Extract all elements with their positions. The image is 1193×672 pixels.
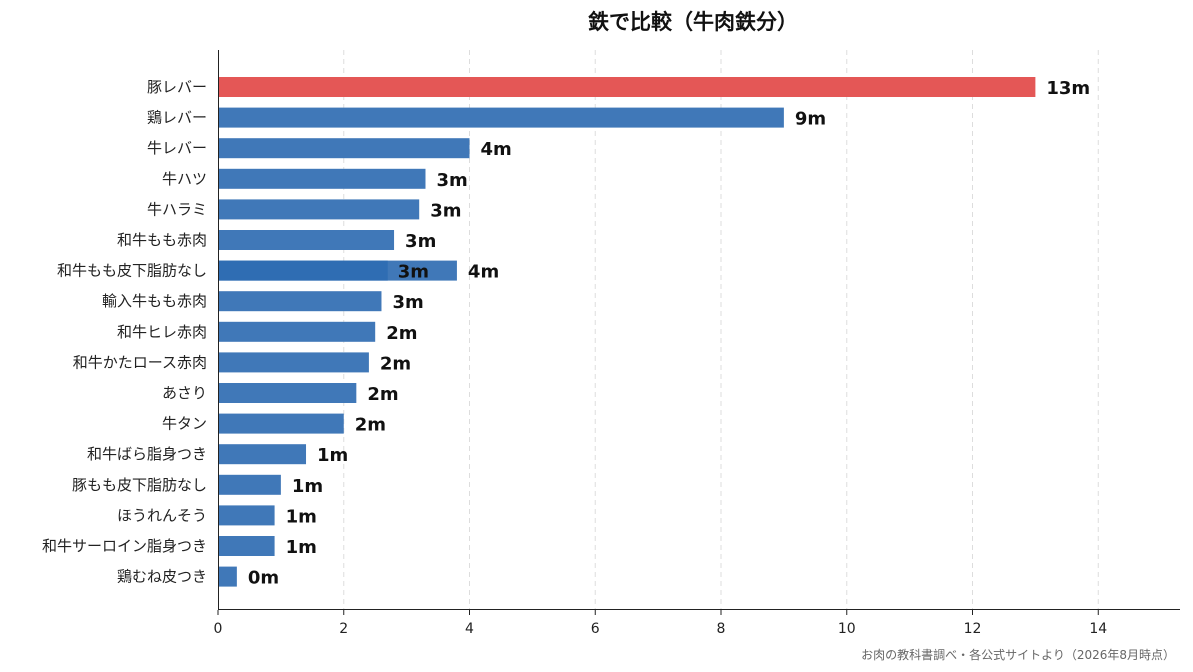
category-label: 和牛もも赤肉 xyxy=(117,231,207,249)
value-label: 4m xyxy=(468,262,499,283)
x-tick-label: 2 xyxy=(339,621,348,637)
category-label: 和牛ヒレ赤肉 xyxy=(117,323,207,341)
bar xyxy=(218,107,784,128)
value-label: 3m xyxy=(392,292,423,313)
value-label: 2m xyxy=(367,384,398,405)
category-label: 牛レバー xyxy=(147,139,207,157)
bar xyxy=(218,413,344,434)
x-tick-label: 0 xyxy=(214,621,223,637)
category-label: 鶏レバー xyxy=(147,109,207,127)
category-label: 豚レバー xyxy=(147,78,207,96)
value-label: 1m xyxy=(317,445,348,466)
value-label: 0m xyxy=(248,568,279,589)
bar xyxy=(218,566,237,587)
value-label: 2m xyxy=(355,415,386,436)
value-label: 13m xyxy=(1046,78,1090,99)
x-tick-label: 14 xyxy=(1089,621,1107,637)
x-tick-label: 10 xyxy=(838,621,856,637)
category-label: 和牛かたロース赤肉 xyxy=(73,353,207,371)
value-label: 9m xyxy=(795,109,826,130)
category-label: 和牛サーロイン脂身つき xyxy=(42,537,207,555)
x-axis-ticks: 0 2 4 6 8 10 12 14 xyxy=(214,610,1107,637)
category-label: ほうれんそう xyxy=(117,506,207,524)
bars xyxy=(218,77,1036,587)
bar xyxy=(218,230,395,250)
x-tick-label: 8 xyxy=(717,621,726,637)
category-label: 鶏むね皮つき xyxy=(117,568,207,586)
value-label: 2m xyxy=(386,323,417,344)
value-label: 1m xyxy=(292,476,323,497)
category-label: 豚もも皮下脂肪なし xyxy=(72,476,207,494)
inner-value-label: 3m xyxy=(398,262,429,283)
source-note: お肉の教科書調べ・各公式サイトより（2026年8月時点） xyxy=(861,647,1175,662)
bar xyxy=(218,199,420,220)
category-label: 牛タン xyxy=(162,415,207,433)
value-label: 3m xyxy=(430,200,461,221)
category-label: 牛ハツ xyxy=(162,170,207,188)
bar xyxy=(218,77,1036,97)
bar xyxy=(218,444,307,465)
value-label: 4m xyxy=(481,139,512,160)
bar xyxy=(218,168,426,189)
bar xyxy=(218,321,376,342)
category-label: 牛ハラミ xyxy=(147,200,207,218)
category-label: 和牛ばら脂身つき xyxy=(87,445,207,463)
category-label: 和牛もも皮下脂肪なし xyxy=(57,262,207,280)
category-label: あさり xyxy=(162,384,207,402)
bar xyxy=(218,474,281,495)
value-label: 2m xyxy=(380,353,411,374)
bar xyxy=(218,505,275,526)
value-label: 3m xyxy=(436,170,467,191)
bar xyxy=(218,138,470,159)
value-label: 1m xyxy=(286,537,317,558)
bar xyxy=(218,352,369,373)
x-tick-label: 4 xyxy=(465,621,474,637)
x-tick-label: 12 xyxy=(964,621,982,637)
grid-lines xyxy=(343,50,1099,609)
value-label: 1m xyxy=(286,506,317,527)
labels: 豚レバー 13m 鶏レバー 9m 牛レバー 4m 牛ハツ 3m 牛ハラミ 3m 和牛もも赤肉 3m 和牛… xyxy=(42,78,1090,589)
chart-title: 鉄で比較（牛肉鉄分） xyxy=(588,10,798,34)
x-tick-label: 6 xyxy=(591,621,600,637)
bar xyxy=(218,536,275,556)
bar xyxy=(218,383,357,403)
category-label: 輸入牛もも赤肉 xyxy=(102,292,207,310)
inner-bar-segment xyxy=(218,260,388,281)
value-label: 3m xyxy=(405,231,436,252)
bar xyxy=(218,291,382,312)
